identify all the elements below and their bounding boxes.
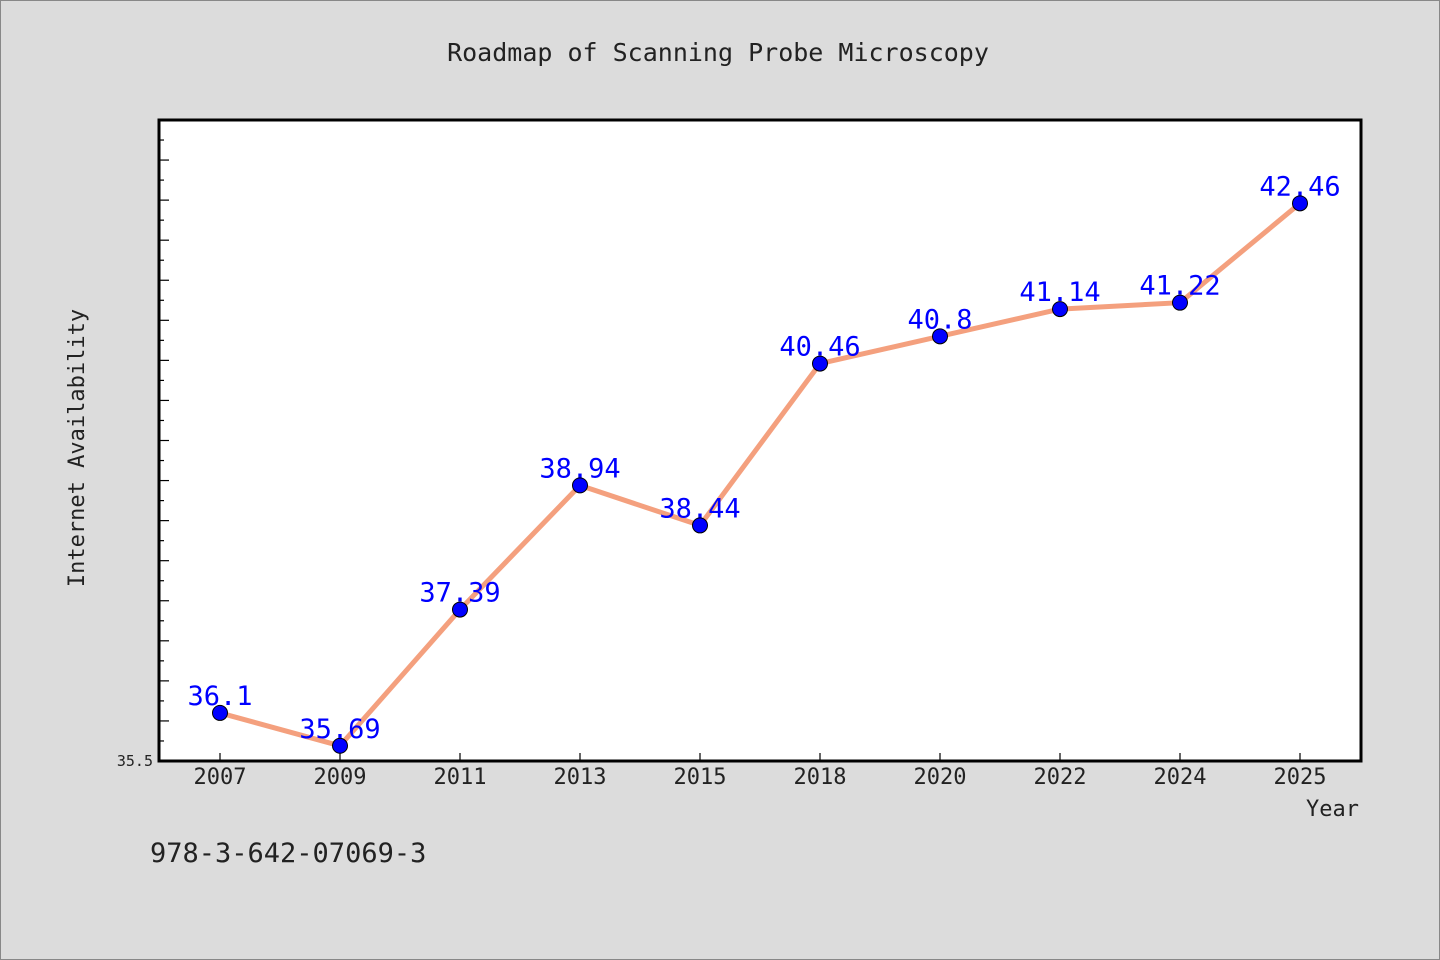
data-label-2009: 35.69 [299, 714, 380, 745]
data-point-2025 [1292, 195, 1308, 212]
data-labels: 36.1 35.69 37.39 38.94 38.44 40.46 40.8 41.14 41… [187, 171, 1340, 744]
data-label-2013: 38.94 [539, 453, 620, 484]
data-point-2018 [812, 355, 828, 372]
data-label-2025: 42.46 [1259, 171, 1340, 202]
data-point-2024 [1172, 294, 1188, 311]
data-label-2011: 37.39 [419, 578, 500, 609]
x-axis-label: Year [1306, 797, 1359, 822]
y-tick-label: 35.5 [117, 752, 153, 770]
chart-title: Roadmap of Scanning Probe Microscopy [447, 38, 989, 67]
x-tick-label: 2009 [314, 765, 367, 790]
data-label-2024: 41.22 [1139, 271, 1220, 302]
data-point-2022 [1052, 301, 1068, 318]
data-point-2009 [332, 737, 348, 754]
y-axis-ticks [159, 119, 169, 762]
data-point-2015 [692, 517, 708, 534]
data-point-2013 [572, 477, 588, 494]
x-tick-label: 2022 [1034, 765, 1087, 790]
y-axis-label: Internet Availability [65, 309, 90, 587]
data-label-2007: 36.1 [187, 681, 252, 712]
x-tick-label: 2020 [914, 765, 967, 790]
series-line [219, 201, 1302, 749]
x-tick-labels: 2007 2009 2011 2013 2015 2018 2020 2022 2024 2025 [194, 765, 1327, 790]
data-label-2018: 40.46 [779, 332, 860, 363]
isbn-annotation: 978-3-642-07069-3 [150, 838, 426, 869]
data-point-2007 [212, 704, 228, 721]
x-tick-label: 2018 [794, 765, 847, 790]
data-points [212, 195, 1308, 754]
data-label-2022: 41.14 [1019, 277, 1100, 308]
data-label-2020: 40.8 [907, 304, 972, 335]
x-tick-label: 2025 [1274, 765, 1327, 790]
data-point-2020 [932, 328, 948, 345]
x-tick-label: 2013 [554, 765, 607, 790]
data-point-2011 [452, 601, 468, 618]
x-tick-label: 2011 [434, 765, 487, 790]
data-label-2015: 38.44 [659, 493, 740, 524]
x-axis-ticks [219, 753, 1301, 761]
x-tick-label: 2024 [1154, 765, 1207, 790]
x-tick-label: 2007 [194, 765, 247, 790]
x-tick-label: 2015 [674, 765, 727, 790]
